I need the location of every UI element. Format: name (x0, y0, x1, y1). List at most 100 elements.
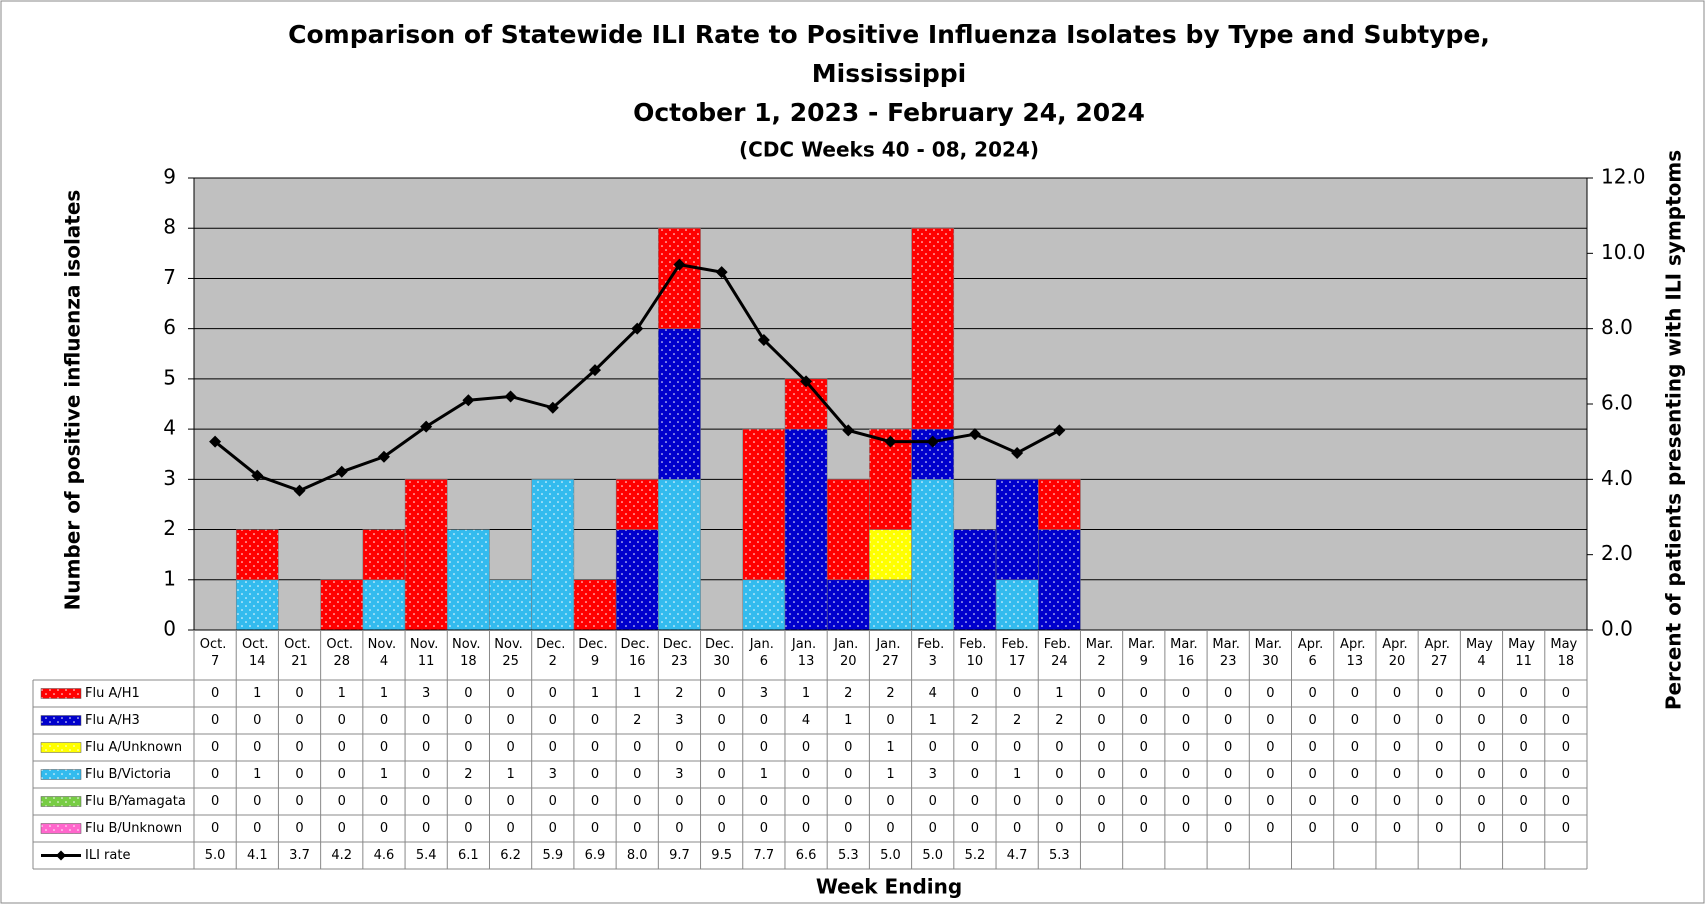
table-cell: 0 (295, 686, 303, 701)
legend-swatch (40, 742, 82, 753)
ili-marker (377, 450, 390, 463)
x-tick-label: May 11 (1508, 637, 1539, 669)
table-cell: 0 (549, 740, 557, 755)
x-tick-label: Apr. 27 (1424, 637, 1454, 669)
table-cell: 0 (1266, 686, 1274, 701)
table-cell: 1 (886, 740, 894, 755)
table-cell: 1 (380, 686, 388, 701)
table-cell: 0 (633, 794, 641, 809)
table-cell: 0 (1351, 794, 1359, 809)
table-cell: 1 (886, 767, 894, 782)
table-cell: 0 (1477, 686, 1485, 701)
table-cell: 0 (1140, 686, 1148, 701)
bar-segment (658, 479, 701, 631)
table-cell: 7.7 (754, 848, 775, 863)
ili-marker (462, 394, 475, 407)
bar-segment (404, 479, 448, 631)
table-cell: 0 (422, 821, 430, 836)
table-cell: 0 (1562, 713, 1570, 728)
table-cell: 0 (1520, 767, 1528, 782)
table-cell: 0 (633, 740, 641, 755)
table-cell: 0 (1393, 686, 1401, 701)
legend-swatch (40, 823, 82, 834)
table-cell: 4 (802, 713, 810, 728)
ili-marker (884, 435, 897, 448)
chart-title: Comparison of Statewide ILI Rate to Posi… (288, 20, 1490, 49)
x-tick-label: Feb. 17 (1001, 637, 1032, 669)
table-cell: 0 (844, 740, 852, 755)
y-tick-label: 3 (163, 466, 176, 490)
table-cell: 6.9 (585, 848, 606, 863)
table-cell: 8.0 (627, 848, 648, 863)
table-cell: 0 (338, 821, 346, 836)
table-cell: 3 (675, 713, 683, 728)
table-cell: 0 (295, 767, 303, 782)
legend-label: ILI rate (85, 848, 130, 863)
table-cell: 0 (1393, 821, 1401, 836)
table-cell: 0 (1520, 794, 1528, 809)
table-cell: 0 (929, 794, 937, 809)
table-cell: 0 (380, 740, 388, 755)
table-cell: 0 (1435, 740, 1443, 755)
legend-swatch (40, 715, 82, 726)
table-cell: 0 (1182, 740, 1190, 755)
ili-marker (504, 390, 517, 403)
table-cell: 0 (295, 740, 303, 755)
table-cell: 0 (1393, 713, 1401, 728)
table-cell: 0 (1224, 686, 1232, 701)
table-cell: 0 (1140, 713, 1148, 728)
ili-marker (335, 465, 348, 478)
table-cell: 0 (1266, 740, 1274, 755)
table-cell: 0 (253, 821, 261, 836)
table-cell: 0 (253, 794, 261, 809)
y-tick-label: 9 (163, 165, 176, 189)
table-cell: 0 (1520, 740, 1528, 755)
table-cell: 0 (1140, 767, 1148, 782)
table-cell: 0 (802, 767, 810, 782)
table-cell: 0 (1308, 767, 1316, 782)
table-cell: 0 (1351, 740, 1359, 755)
bar-segment (826, 579, 870, 631)
y2-tick-label: 4.0 (1601, 466, 1633, 490)
table-cell: 1 (802, 686, 810, 701)
table-cell: 0 (1182, 794, 1190, 809)
chart-note: (CDC Weeks 40 - 08, 2024) (739, 138, 1039, 162)
table-cell: 0 (886, 713, 894, 728)
table-cell: 0 (1351, 767, 1359, 782)
table-cell: 1 (380, 767, 388, 782)
table-cell: 0 (844, 794, 852, 809)
table-cell: 0 (1266, 713, 1274, 728)
table-cell: 0 (422, 767, 430, 782)
ili-marker (715, 266, 728, 279)
bar-segment (320, 579, 364, 631)
table-cell: 3 (422, 686, 430, 701)
bar-segment (869, 529, 912, 581)
table-cell: 0 (1308, 821, 1316, 836)
x-tick-label: Jan. 6 (749, 637, 778, 669)
table-cell: 0 (1520, 821, 1528, 836)
table-cell: 0 (591, 821, 599, 836)
table-cell: 0 (1055, 821, 1063, 836)
table-cell: 0 (549, 794, 557, 809)
bar-segment (447, 529, 490, 631)
table-cell: 0 (1393, 794, 1401, 809)
table-cell: 0 (464, 740, 472, 755)
y-tick-label: 8 (163, 215, 176, 239)
table-cell: 0 (802, 794, 810, 809)
legend-label: Flu B/Unknown (85, 821, 182, 836)
x-tick-label: Oct. 7 (200, 637, 231, 669)
x-tick-label: Mar. 9 (1128, 637, 1160, 669)
table-cell: 0 (1182, 713, 1190, 728)
y-tick-label: 2 (163, 516, 176, 540)
bar-segment (742, 428, 786, 581)
table-cell: 0 (1393, 740, 1401, 755)
table-cell: 0 (211, 686, 219, 701)
table-cell: 0 (1393, 767, 1401, 782)
table-cell: 0 (1055, 794, 1063, 809)
table-cell: 2 (844, 686, 852, 701)
table-cell: 0 (760, 740, 768, 755)
x-tick-label: Nov. 4 (368, 637, 401, 669)
table-cell: 0 (1562, 794, 1570, 809)
table-cell: 0 (1351, 713, 1359, 728)
table-cell: 5.4 (416, 848, 437, 863)
